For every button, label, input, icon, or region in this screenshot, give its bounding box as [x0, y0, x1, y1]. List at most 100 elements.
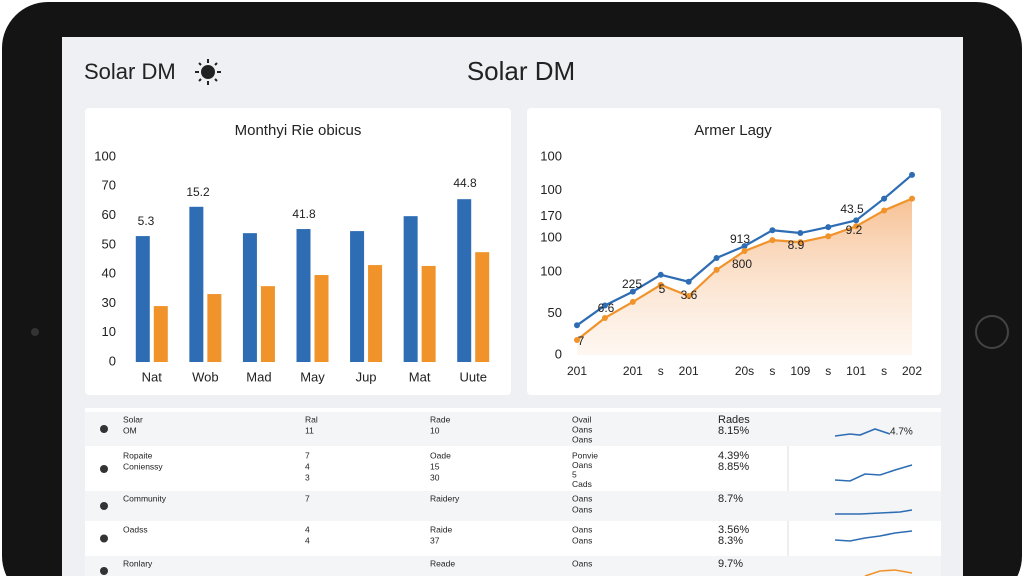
point	[825, 224, 832, 231]
point	[685, 292, 692, 299]
x-tick-label: Uute	[459, 369, 486, 384]
point	[601, 302, 608, 309]
cell-text: Oade	[430, 450, 451, 460]
cell-text: 10	[430, 425, 440, 435]
cell-text: 3	[305, 472, 310, 482]
cell-text: 8.3%	[718, 535, 743, 547]
annotation: 9.2	[846, 223, 863, 237]
sparkline	[834, 428, 891, 437]
cell-text: 4.39%	[718, 450, 749, 462]
x-tick-label: 109	[790, 364, 810, 378]
y-tick-label: 0	[109, 353, 116, 368]
point	[797, 239, 804, 246]
annotation: 15.2	[186, 185, 210, 199]
logo: Solar DM	[84, 59, 176, 84]
x-tick-label: 201	[623, 364, 643, 378]
bar	[314, 275, 329, 362]
point	[797, 230, 804, 237]
x-tick-label: 20s	[735, 364, 754, 378]
cell-text: 7	[305, 450, 310, 460]
page-title: Solar DM	[467, 56, 575, 86]
bar	[153, 306, 168, 362]
sun-icon	[195, 59, 221, 85]
point	[713, 254, 720, 261]
x-tick-label: s	[881, 364, 887, 378]
cell-text: Rade	[430, 414, 451, 424]
cell-text: Cads	[572, 479, 592, 489]
row-icon	[100, 502, 108, 510]
cell-text: Reade	[430, 558, 455, 568]
annotation: 8.9	[788, 238, 805, 252]
point	[601, 314, 608, 321]
row-icon	[100, 425, 108, 433]
y-tick-label: 100	[540, 263, 562, 278]
point	[574, 322, 580, 329]
cell-text: 4	[305, 535, 310, 545]
annotation: 44.8	[453, 176, 477, 190]
y-tick-label: 60	[102, 207, 116, 222]
point	[881, 207, 888, 214]
cell-text: 11	[305, 425, 314, 435]
cell-text: Rades	[718, 414, 750, 426]
cell-text: 4	[305, 524, 310, 534]
y-tick-label: 100	[540, 182, 562, 197]
cell-text: 9.7%	[718, 558, 743, 570]
x-tick-label: 201	[679, 364, 699, 378]
annotation: 913	[730, 232, 750, 246]
cell-text: Oans	[572, 460, 592, 470]
y-tick-label: 10	[102, 324, 116, 339]
y-tick-label: 30	[102, 295, 116, 310]
point	[713, 266, 720, 273]
y-tick-label: 40	[102, 266, 116, 281]
cell-text: Oans	[572, 493, 592, 503]
cell-text: Ovail	[572, 414, 591, 424]
cell-text: Oans	[572, 558, 592, 568]
bar	[403, 216, 418, 362]
sparkline	[834, 530, 913, 542]
annotation: 7	[578, 334, 585, 348]
x-tick-label: s	[769, 364, 775, 378]
bar	[350, 231, 365, 362]
point	[825, 233, 832, 240]
cell-text: Oans	[572, 434, 592, 444]
bar	[207, 294, 222, 362]
cell-text: 15	[430, 461, 440, 471]
bar	[135, 236, 150, 362]
table-row	[85, 491, 941, 521]
cell-text: OM	[123, 425, 137, 435]
y-tick-label: 170	[540, 208, 562, 223]
point	[629, 288, 636, 295]
x-tick-label: Nat	[142, 369, 163, 384]
point	[853, 217, 860, 224]
cell-text: Oans	[572, 504, 592, 514]
cell-text: 30	[430, 472, 440, 482]
camera	[31, 328, 39, 336]
table-row	[85, 556, 941, 576]
home-button[interactable]	[975, 315, 1009, 349]
x-tick-label: Mat	[409, 369, 431, 384]
sparkline	[834, 464, 913, 482]
cell-text: 8.7%	[718, 493, 743, 505]
cell-text: 4	[305, 461, 310, 471]
y-tick-label: 100	[94, 148, 116, 163]
point	[881, 195, 888, 202]
spark-label: 4.7%	[890, 427, 913, 438]
annotation: 43.5	[840, 202, 864, 216]
cell-text: Oadss	[123, 524, 148, 534]
sparkline	[835, 509, 913, 515]
cell-text: Solar	[123, 414, 143, 424]
x-tick-label: 201	[567, 364, 587, 378]
bar	[260, 286, 275, 362]
bar	[368, 265, 383, 362]
row-icon	[100, 567, 108, 575]
row-icon	[100, 534, 108, 543]
cell-text: Ponvie	[572, 450, 598, 460]
point	[909, 195, 915, 202]
chart-title: Armer Lagy	[694, 122, 772, 139]
annotation: 3.6	[681, 288, 698, 302]
cell-text: Ropaite	[123, 450, 153, 460]
cell-text: Community	[123, 493, 167, 503]
annotation: 41.8	[292, 207, 316, 221]
cell-text: Raidery	[430, 493, 460, 503]
point	[769, 237, 776, 244]
